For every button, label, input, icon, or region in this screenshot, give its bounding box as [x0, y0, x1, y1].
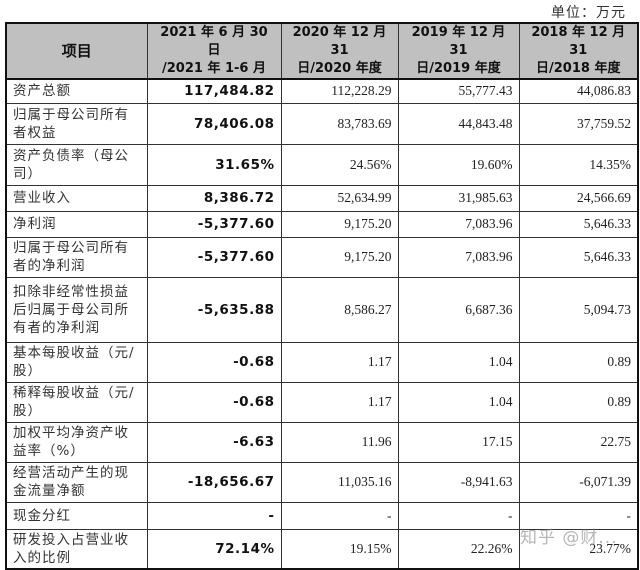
table-header-row: 项目 2021 年 6 月 30 日 /2021 年 1-6 月 2020 年 …	[5, 22, 639, 80]
header-2019: 2019 年 12 月 31 日/2019 年度	[397, 22, 520, 80]
cell-value: 24.56%	[280, 143, 399, 186]
unit-label: 单位：万元	[551, 5, 626, 21]
cell-value: 19.60%	[397, 143, 520, 186]
cell-value: 44,843.48	[397, 102, 520, 145]
row-label: 扣除非经常性损益后归属于母公司所有者的净利润	[5, 276, 148, 343]
table-row: 经营活动产生的现金流量净额 -18,656.67 11,035.16 -8,941.6…	[5, 461, 639, 503]
table-row: 现金分红 - - - -	[5, 501, 639, 530]
table-row: 净利润 -5,377.60 9,175.20 7,083.96 5,646.33	[5, 210, 639, 238]
row-label: 研发投入占营业收入的比例	[5, 528, 148, 570]
cell-value: -	[280, 501, 399, 530]
table-row: 资产负债率（母公司） 31.65% 24.56% 19.60% 14.35%	[5, 143, 639, 186]
cell-value: -0.68	[146, 381, 282, 423]
cell-value: 44,086.83	[518, 78, 639, 104]
row-label: 现金分红	[5, 501, 148, 530]
cell-value: -8,941.63	[397, 461, 520, 503]
cell-value: 9,175.20	[280, 236, 399, 278]
cell-value: 5,646.33	[518, 236, 639, 278]
cell-value: 1.04	[397, 381, 520, 423]
cell-value: 8,386.72	[146, 184, 282, 212]
cell-value: 0.89	[518, 341, 639, 383]
cell-value: 31,985.63	[397, 184, 520, 212]
header-2021h1: 2021 年 6 月 30 日 /2021 年 1-6 月	[146, 22, 282, 80]
cell-value: -	[146, 501, 282, 530]
row-label: 基本每股收益（元/股）	[5, 341, 148, 383]
table-row: 归属于母公司所有者权益 78,406.08 83,783.69 44,843.48 37…	[5, 102, 639, 145]
cell-value: 1.04	[397, 341, 520, 383]
cell-value: 1.17	[280, 381, 399, 423]
cell-value: 0.89	[518, 381, 639, 423]
cell-value: 11.96	[280, 421, 399, 463]
row-label: 归属于母公司所有者权益	[5, 102, 148, 145]
cell-value: -5,377.60	[146, 236, 282, 278]
header-item: 项目	[5, 22, 148, 80]
cell-value: 11,035.16	[280, 461, 399, 503]
table-row: 基本每股收益（元/股） -0.68 1.17 1.04 0.89	[5, 341, 639, 383]
cell-value: 19.15%	[280, 528, 399, 570]
cell-value: 8,586.27	[280, 276, 399, 343]
cell-value: 112,228.29	[280, 78, 399, 104]
table-row: 营业收入 8,386.72 52,634.99 31,985.63 24,566.69	[5, 184, 639, 212]
cell-value: 22.26%	[397, 528, 520, 570]
row-label: 归属于母公司所有者的净利润	[5, 236, 148, 278]
header-2018: 2018 年 12 月 31 日/2018 年度	[518, 22, 639, 80]
row-label: 加权平均净资产收益率（%）	[5, 421, 148, 463]
cell-value: 83,783.69	[280, 102, 399, 145]
cell-value: 7,083.96	[397, 210, 520, 238]
cell-value: -6,071.39	[518, 461, 639, 503]
cell-value: 5,646.33	[518, 210, 639, 238]
cell-value: 24,566.69	[518, 184, 639, 212]
table-row: 稀释每股收益（元/股） -0.68 1.17 1.04 0.89	[5, 381, 639, 423]
table-row: 加权平均净资产收益率（%） -6.63 11.96 17.15 22.75	[5, 421, 639, 463]
cell-value: 52,634.99	[280, 184, 399, 212]
cell-value: 72.14%	[146, 528, 282, 570]
cell-value: -	[397, 501, 520, 530]
header-2020: 2020 年 12 月 31 日/2020 年度	[280, 22, 399, 80]
cell-value: 55,777.43	[397, 78, 520, 104]
row-label: 净利润	[5, 210, 148, 238]
cell-value: -0.68	[146, 341, 282, 383]
cell-value: 31.65%	[146, 143, 282, 186]
row-label: 资产总额	[5, 78, 148, 104]
row-label: 营业收入	[5, 184, 148, 212]
cell-value: 14.35%	[518, 143, 639, 186]
row-label: 稀释每股收益（元/股）	[5, 381, 148, 423]
cell-value: 7,083.96	[397, 236, 520, 278]
cell-value: 37,759.52	[518, 102, 639, 145]
cell-value: 117,484.82	[146, 78, 282, 104]
cell-value: -5,635.88	[146, 276, 282, 343]
cell-value: 9,175.20	[280, 210, 399, 238]
table-row: 归属于母公司所有者的净利润 -5,377.60 9,175.20 7,083.96 5,…	[5, 236, 639, 278]
cell-value: -6.63	[146, 421, 282, 463]
cell-value: -18,656.67	[146, 461, 282, 503]
cell-value: -5,377.60	[146, 210, 282, 238]
table-row: 资产总额 117,484.82 112,228.29 55,777.43 44,086.…	[5, 78, 639, 104]
table-row: 扣除非经常性损益后归属于母公司所有者的净利润 -5,635.88 8,586.27 6…	[5, 276, 639, 343]
cell-value: 17.15	[397, 421, 520, 463]
cell-value: 22.75	[518, 421, 639, 463]
cell-value: 5,094.73	[518, 276, 639, 343]
financial-summary-table: 项目 2021 年 6 月 30 日 /2021 年 1-6 月 2020 年 …	[5, 22, 639, 570]
cell-value: 6,687.36	[397, 276, 520, 343]
cell-value: 1.17	[280, 341, 399, 383]
table-row: 研发投入占营业收入的比例 72.14% 19.15% 22.26% 23.77%	[5, 528, 639, 570]
cell-value: 78,406.08	[146, 102, 282, 145]
row-label: 经营活动产生的现金流量净额	[5, 461, 148, 503]
cell-value: -	[518, 501, 639, 530]
cell-value: 23.77%	[518, 528, 639, 570]
row-label: 资产负债率（母公司）	[5, 143, 148, 186]
